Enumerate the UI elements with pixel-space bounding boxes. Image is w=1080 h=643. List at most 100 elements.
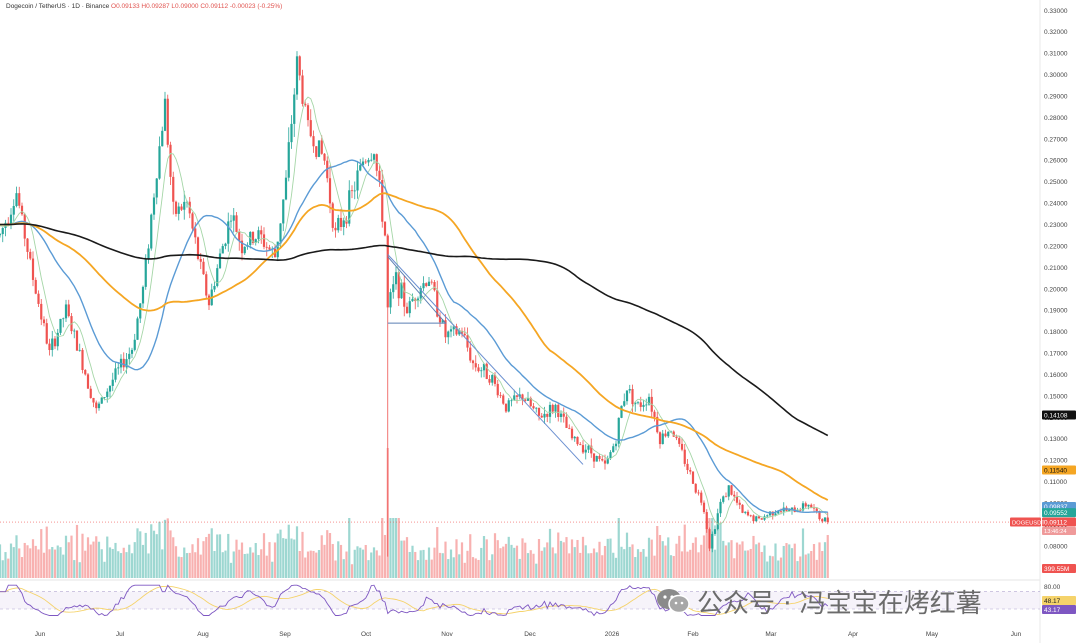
volume-bar <box>680 551 684 578</box>
candle-body <box>735 496 739 503</box>
volume-bar <box>477 559 480 578</box>
volume-bar <box>169 530 172 578</box>
candle-body <box>227 221 230 244</box>
volume-bar <box>290 538 293 578</box>
candle-body <box>172 176 175 202</box>
volume-bar <box>141 544 145 578</box>
volume-bar <box>227 533 230 578</box>
price-tick-label: 0.20000 <box>1044 286 1068 293</box>
candle-body <box>92 397 95 403</box>
volume-bar <box>590 553 593 578</box>
volume-bar <box>416 560 420 578</box>
candle-body <box>416 298 420 302</box>
candle-body <box>196 237 200 259</box>
candle-body <box>488 378 491 383</box>
candle-body <box>716 513 719 530</box>
candle-body <box>708 529 711 549</box>
volume-bar <box>540 550 543 578</box>
volume-bar <box>458 554 461 578</box>
volume-bar <box>73 560 76 578</box>
volume-bar <box>823 542 827 578</box>
volume-bar <box>353 549 356 578</box>
candle-body <box>243 246 246 254</box>
symbol-label[interactable]: Dogecoin / TetherUS · 1D · Binance <box>6 3 110 10</box>
candle-body <box>436 290 439 317</box>
volume-bar <box>812 544 816 578</box>
volume-bar <box>818 542 821 578</box>
candle-body <box>477 367 480 372</box>
candle-body <box>507 400 510 412</box>
volume-bar <box>367 560 370 578</box>
volume-bar <box>675 543 678 578</box>
candle-body <box>235 215 238 232</box>
price-tick-label: 0.19000 <box>1044 308 1068 315</box>
candle-body <box>474 363 477 368</box>
time-tick-label: Feb <box>687 631 699 638</box>
volume-bar <box>163 519 167 578</box>
candle-body <box>31 258 35 280</box>
volume-bar <box>260 549 263 578</box>
rsi-ma-label-box <box>1042 596 1076 605</box>
volume-bar <box>232 551 235 578</box>
volume-bar <box>106 536 109 578</box>
volume-bar <box>419 550 422 578</box>
candle-body <box>183 201 186 210</box>
volume-bar <box>320 535 323 578</box>
price-tick-label: 0.16000 <box>1044 372 1068 379</box>
volume-bar <box>727 542 730 578</box>
volume-bar <box>218 534 222 578</box>
candle-body <box>218 253 222 269</box>
candle-body <box>339 217 343 228</box>
price-tick-label: 0.29000 <box>1044 93 1068 100</box>
candle-body <box>598 456 601 459</box>
candle-body <box>290 123 293 143</box>
candle-body <box>166 98 169 145</box>
volume-bar <box>284 538 288 578</box>
candle-body <box>45 323 48 344</box>
volume-bar <box>273 542 277 578</box>
volume-bar <box>609 538 612 578</box>
volume-bar <box>705 518 708 578</box>
volume-bar <box>383 534 387 578</box>
volume-bar <box>86 537 90 578</box>
candle-body <box>617 417 620 444</box>
candle-body <box>9 214 13 224</box>
volume-bar <box>565 537 568 578</box>
price-label-text: 0.09837 <box>1044 504 1068 511</box>
volume-bar <box>84 550 87 578</box>
candle-body <box>323 153 326 161</box>
volume-bar <box>587 553 590 578</box>
volume-bar <box>31 539 35 578</box>
candle-body <box>719 501 722 514</box>
candle-body <box>752 515 755 522</box>
candle-body <box>394 272 398 285</box>
price-tick-label: 0.17000 <box>1044 351 1068 358</box>
volume-bar <box>125 552 128 578</box>
volume-bar <box>485 539 488 578</box>
volume-bar <box>532 553 535 578</box>
volume-bar <box>799 556 802 578</box>
volume-bar <box>350 564 354 578</box>
volume-bar <box>364 544 367 578</box>
volume-bar <box>504 543 508 578</box>
volume-bar <box>724 545 728 578</box>
volume-bar <box>331 544 334 578</box>
volume-bar <box>752 535 755 578</box>
volume-bar <box>766 561 769 578</box>
volume-bar <box>4 552 7 578</box>
volume-bar <box>177 556 180 578</box>
volume-bar <box>617 518 620 578</box>
volume-bar <box>502 546 505 578</box>
candle-body <box>427 281 431 287</box>
price-tick-label: 0.33000 <box>1044 8 1068 15</box>
volume-bar <box>779 557 783 578</box>
volume-bar <box>579 552 582 578</box>
volume-bar <box>760 551 763 578</box>
candle-body <box>760 518 763 520</box>
candle-body <box>733 494 736 497</box>
candle-body <box>20 205 24 215</box>
volume-bar <box>276 533 279 578</box>
candle-body <box>383 221 387 236</box>
volume-bar <box>89 544 92 578</box>
